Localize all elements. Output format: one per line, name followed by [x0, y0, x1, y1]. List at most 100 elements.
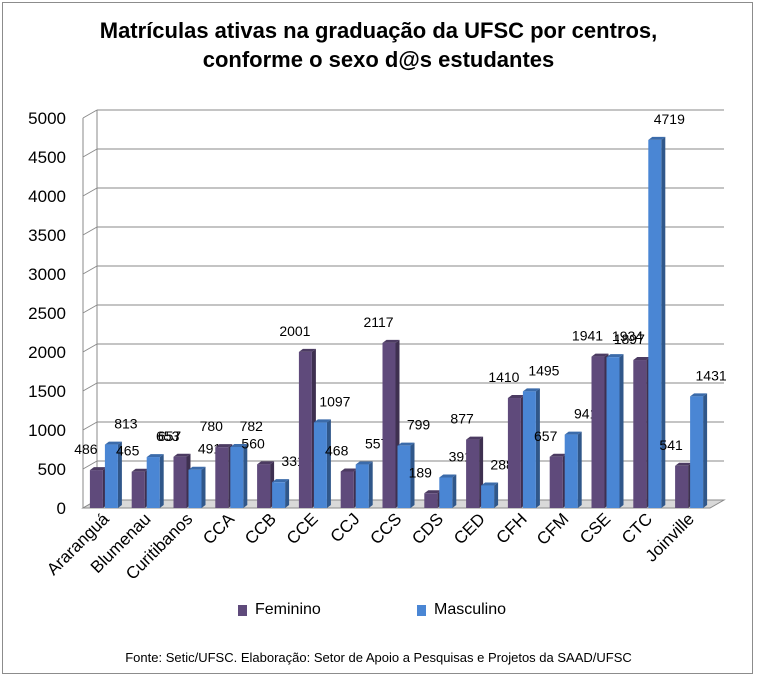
bar-side	[201, 466, 206, 508]
bar-top	[313, 419, 331, 423]
bar-masculino	[648, 139, 662, 508]
bar-side	[159, 454, 164, 508]
bar-side	[577, 431, 582, 508]
bar-masculino	[355, 464, 369, 508]
bar-top	[355, 461, 373, 465]
gridline-side	[82, 304, 98, 314]
y-tick-label: 3500	[28, 226, 66, 245]
data-label: 468	[325, 442, 349, 458]
data-label: 799	[407, 417, 431, 433]
x-tick-label: CED	[450, 509, 489, 548]
bar-feminino	[215, 447, 229, 508]
gridline-side	[82, 109, 98, 119]
bar-top	[507, 395, 525, 399]
bar-masculino	[188, 469, 202, 508]
legend-swatch-feminino	[238, 604, 247, 616]
bar-side	[410, 442, 415, 508]
bar-top	[648, 136, 666, 140]
y-tick-label: 4500	[28, 148, 66, 167]
chart-title-line2: conforme o sexo d@s estudantes	[202, 47, 555, 72]
bar-feminino	[591, 356, 605, 508]
data-label: 1097	[319, 393, 350, 409]
bar-top	[104, 441, 122, 445]
data-label: 486	[74, 441, 98, 457]
bar-masculino	[606, 357, 620, 508]
bar-top	[298, 348, 316, 352]
bar-masculino	[146, 457, 160, 508]
x-tick-label: CCJ	[327, 509, 364, 546]
bar-side	[243, 444, 248, 508]
y-tick-label: 1000	[28, 421, 66, 440]
bar-masculino	[104, 444, 118, 508]
y-tick-label: 1500	[28, 382, 66, 401]
gridline-side	[82, 382, 98, 392]
legend-item-masculino: Masculino	[417, 601, 506, 619]
bar-top	[257, 461, 275, 465]
x-tick-label: CCS	[367, 509, 406, 548]
x-tick-label: CTC	[618, 509, 656, 547]
data-label: 541	[659, 437, 683, 453]
bar-feminino	[173, 456, 187, 508]
x-tick-label: CCE	[283, 509, 322, 548]
bar-side	[452, 474, 457, 508]
bar-top	[272, 479, 290, 483]
chart-title-line1: Matrículas ativas na graduação da UFSC p…	[99, 18, 658, 43]
gridline-side	[82, 187, 98, 197]
bar-feminino	[633, 360, 647, 508]
bar-masculino	[481, 485, 495, 508]
bar-side	[619, 354, 624, 508]
bar-top	[131, 468, 149, 472]
bar-side	[285, 479, 290, 508]
data-label: 877	[450, 411, 474, 427]
bar-masculino	[522, 391, 536, 508]
data-label: 2117	[363, 314, 393, 330]
bar-feminino	[466, 439, 480, 508]
bar-top	[466, 436, 484, 440]
data-label: 782	[240, 418, 264, 434]
bar-feminino	[507, 398, 521, 508]
y-tick-label: 2500	[28, 304, 66, 323]
data-label: 1941	[572, 328, 603, 344]
bar-feminino	[424, 493, 438, 508]
x-tick-label: CCB	[241, 509, 280, 548]
data-label: 1934	[612, 328, 643, 344]
y-tick-label: 2000	[28, 343, 66, 362]
data-label: 1897	[614, 331, 645, 347]
bar-top	[382, 339, 400, 343]
legend-label-masculino: Masculino	[434, 601, 507, 618]
gridline-side	[82, 421, 98, 431]
bar-feminino	[89, 470, 103, 508]
y-tick-label: 4000	[28, 187, 66, 206]
data-label: 1495	[528, 362, 559, 378]
bar-masculino	[313, 422, 327, 508]
legend-label-feminino: Feminino	[255, 601, 321, 618]
bar-masculino	[230, 447, 244, 508]
bar-top	[675, 462, 693, 466]
data-label: 653	[156, 428, 180, 444]
data-label: 657	[534, 428, 558, 444]
data-label: 657	[158, 428, 182, 444]
legend-item-feminino: Feminino	[238, 601, 321, 619]
bar-top	[173, 453, 191, 457]
gridline-side	[82, 460, 98, 470]
bar-top	[397, 442, 415, 446]
data-label: 780	[200, 418, 224, 434]
data-label: 4719	[654, 111, 685, 127]
bar-top	[340, 468, 358, 472]
bar-top	[522, 388, 540, 392]
data-label: 813	[114, 416, 138, 432]
bar-top	[188, 466, 206, 470]
bar-feminino	[382, 342, 396, 508]
x-tick-label: CFH	[493, 509, 531, 547]
source-note: Fonte: Setic/UFSC. Elaboração: Setor de …	[125, 650, 632, 665]
y-tick-label: 3000	[28, 265, 66, 284]
bar-masculino	[397, 445, 411, 508]
y-tick-label: 500	[38, 460, 66, 479]
bar-side	[117, 441, 122, 508]
bar-feminino	[675, 465, 689, 508]
gridline-side	[82, 343, 98, 353]
bar-masculino	[564, 434, 578, 508]
x-tick-label: CDS	[408, 509, 447, 548]
